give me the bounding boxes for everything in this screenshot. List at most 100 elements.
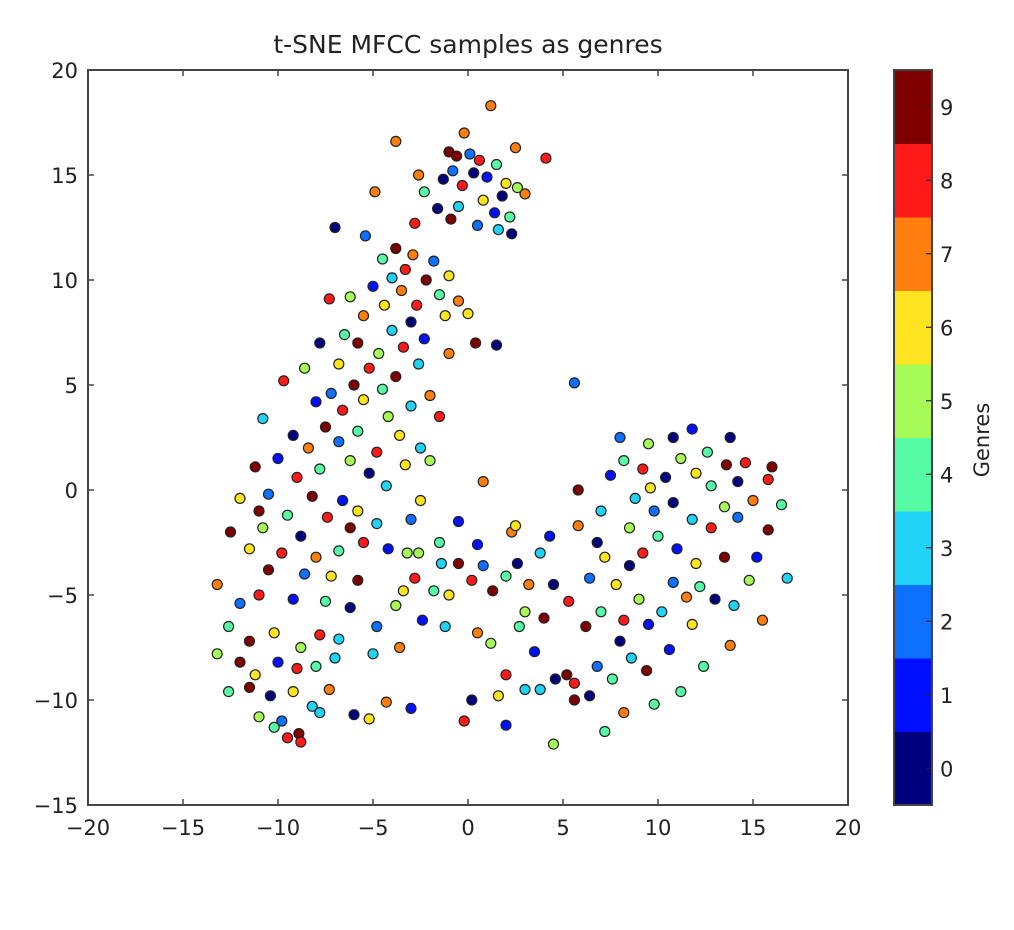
data-point [306, 700, 318, 712]
data-point [471, 627, 484, 639]
data-point [314, 629, 326, 641]
data-point [667, 431, 679, 444]
data-point [386, 272, 398, 284]
data-point [295, 530, 307, 542]
data-point [568, 377, 581, 389]
data-points [211, 100, 793, 750]
data-point [352, 574, 364, 586]
data-point [416, 614, 428, 626]
data-point [747, 494, 759, 507]
data-point [490, 158, 503, 171]
data-point [253, 589, 265, 601]
data-point [253, 505, 265, 517]
data-point [262, 488, 275, 500]
data-point [648, 505, 660, 517]
data-point [211, 578, 223, 591]
colorbar-segment [894, 584, 932, 659]
data-point [452, 200, 465, 213]
data-point [299, 568, 311, 580]
data-point [642, 618, 655, 631]
data-point [599, 551, 611, 563]
colorbar-segment [894, 290, 932, 365]
colorbar-tick-label: 1 [940, 684, 953, 708]
data-point [302, 442, 314, 454]
data-point [709, 593, 721, 605]
data-point [751, 551, 763, 563]
data-point [640, 664, 653, 677]
data-point [371, 517, 383, 530]
data-point [253, 711, 265, 723]
colorbar-tick-label: 7 [940, 243, 953, 267]
data-point [623, 559, 636, 572]
data-point [439, 310, 451, 322]
data-point [534, 683, 546, 696]
data-point [314, 337, 326, 349]
x-tick-label: −20 [66, 816, 110, 840]
colorbar-segment [894, 70, 932, 144]
data-point [325, 570, 337, 582]
data-point [667, 497, 679, 509]
data-point [329, 221, 341, 234]
data-point [485, 637, 497, 649]
data-point [637, 463, 649, 475]
data-point [272, 656, 284, 668]
data-point [468, 167, 480, 179]
data-point [629, 492, 641, 504]
x-tick-label: 5 [556, 816, 569, 840]
data-point [680, 591, 693, 603]
data-point [411, 299, 423, 311]
data-point [618, 614, 630, 626]
data-point [420, 274, 432, 286]
data-point [466, 574, 478, 586]
x-axis: −20 −15 −10 −5 0 5 10 15 20 [66, 70, 861, 840]
data-point [310, 660, 322, 673]
data-point [656, 606, 668, 618]
data-point [257, 522, 269, 534]
data-point [490, 339, 503, 351]
colorbar-segment [894, 658, 932, 732]
data-point [367, 648, 379, 660]
data-point [344, 601, 356, 614]
data-point [397, 341, 409, 353]
data-point [405, 513, 417, 526]
data-point [697, 660, 710, 673]
data-point [243, 635, 256, 647]
data-point [281, 509, 294, 521]
data-point [513, 620, 525, 633]
data-point [234, 492, 246, 504]
data-point [452, 295, 465, 307]
data-point [409, 572, 421, 584]
data-point [561, 669, 573, 681]
data-point [405, 316, 417, 328]
data-point [743, 574, 755, 586]
data-point [599, 725, 611, 738]
data-point [257, 413, 269, 425]
colorbar-label: Genres [970, 402, 994, 478]
data-point [606, 673, 619, 685]
data-point [234, 656, 246, 668]
data-point [401, 547, 413, 559]
data-point [378, 299, 390, 311]
data-point [323, 293, 335, 305]
data-point [496, 190, 508, 202]
data-point [363, 362, 375, 374]
data-point [519, 683, 531, 696]
data-point [544, 530, 556, 542]
data-point [732, 511, 744, 523]
data-point [470, 337, 482, 349]
data-point [633, 593, 645, 605]
data-point [338, 329, 351, 341]
data-point [394, 429, 406, 441]
data-point [509, 142, 522, 154]
data-point [637, 547, 649, 559]
data-point [433, 536, 446, 549]
data-point [333, 545, 345, 557]
data-point [399, 263, 411, 276]
y-axis: −15 −10 −5 0 5 10 15 20 [34, 59, 848, 818]
data-point [572, 520, 584, 532]
data-point [718, 551, 731, 563]
data-point [451, 150, 463, 162]
y-tick-label: 15 [51, 164, 78, 188]
data-point [701, 446, 714, 458]
